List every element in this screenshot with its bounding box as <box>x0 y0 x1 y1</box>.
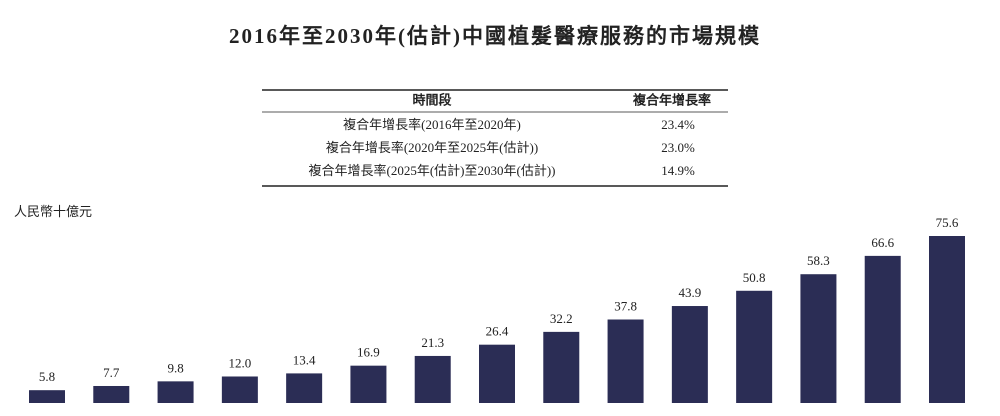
bar <box>929 236 965 403</box>
bar <box>800 274 837 403</box>
data-label: 75.6 <box>936 215 959 230</box>
data-label: 32.2 <box>550 311 573 326</box>
bar <box>286 373 323 403</box>
unit-label: 人民幣十億元 <box>14 204 92 219</box>
data-label: 9.8 <box>167 360 183 375</box>
table-header: 複合年增長率 <box>632 93 711 109</box>
bar <box>864 255 901 403</box>
data-label: 66.6 <box>871 235 894 250</box>
bar <box>350 365 387 403</box>
table-cell: 複合年增長率(2025年(估計)至2030年(估計)) <box>309 163 556 178</box>
table-cell: 14.9% <box>661 163 695 178</box>
bar <box>543 331 580 403</box>
data-label: 50.8 <box>743 270 766 285</box>
bar <box>479 344 515 403</box>
table-cell: 23.4% <box>661 117 695 132</box>
data-label: 12.0 <box>228 355 251 370</box>
data-label: 16.9 <box>357 345 380 360</box>
bar <box>29 390 65 403</box>
bar <box>157 381 194 403</box>
table-cell: 複合年增長率(2016年至2020年) <box>343 117 521 132</box>
data-label: 21.3 <box>421 335 444 350</box>
chart-title: 2016年至2030年(估計)中國植髮醫療服務的市場規模 <box>229 24 761 48</box>
bar <box>93 385 130 403</box>
data-label: 43.9 <box>678 285 701 300</box>
bar <box>736 290 773 403</box>
table-cell: 複合年增長率(2020年至2025年(估計)) <box>326 140 538 155</box>
table-cell: 23.0% <box>661 140 695 155</box>
bar <box>607 319 644 403</box>
bar <box>221 376 258 403</box>
data-label: 5.8 <box>39 369 55 384</box>
bar <box>671 306 708 403</box>
data-label: 7.7 <box>103 365 120 380</box>
bar <box>414 355 451 403</box>
data-label: 26.4 <box>486 324 509 339</box>
data-label: 58.3 <box>807 253 830 268</box>
table-header: 時間段 <box>412 93 451 109</box>
data-label: 37.8 <box>614 298 637 313</box>
data-label: 13.4 <box>293 352 316 367</box>
